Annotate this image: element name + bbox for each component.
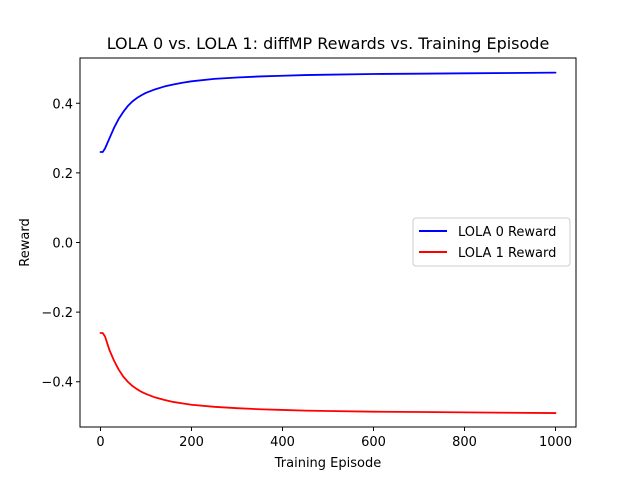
- x-tick-label: 600: [361, 435, 386, 450]
- y-tick-label: 0.0: [52, 237, 73, 252]
- y-axis-label: Reward: [18, 218, 33, 266]
- y-axis-ticks: −0.4 −0.2 0.0 0.2 0.4: [41, 97, 80, 391]
- legend: LOLA 0 Reward LOLA 1 Reward: [412, 217, 571, 267]
- y-tick-label: −0.2: [41, 306, 73, 321]
- legend-label-lola-0: LOLA 0 Reward: [458, 225, 556, 240]
- series-layer: [99, 71, 557, 414]
- x-tick-label: 1000: [539, 435, 572, 450]
- series-line-lola-1: [99, 332, 557, 414]
- y-tick-label: −0.4: [41, 376, 73, 391]
- x-axis-label: Training Episode: [274, 456, 381, 471]
- y-tick-label: 0.2: [52, 167, 73, 182]
- x-tick-label: 400: [270, 435, 295, 450]
- x-tick-label: 800: [452, 435, 477, 450]
- x-tick-label: 200: [179, 435, 204, 450]
- legend-label-lola-1: LOLA 1 Reward: [458, 246, 556, 261]
- x-axis-ticks: 0 200 400 600 800 1000: [96, 427, 572, 450]
- y-tick-label: 0.4: [52, 97, 73, 112]
- legend-box: [412, 217, 571, 267]
- x-tick-label: 0: [96, 435, 104, 450]
- series-line-lola-0: [99, 71, 557, 153]
- chart-title: LOLA 0 vs. LOLA 1: diffMP Rewards vs. Tr…: [107, 34, 550, 53]
